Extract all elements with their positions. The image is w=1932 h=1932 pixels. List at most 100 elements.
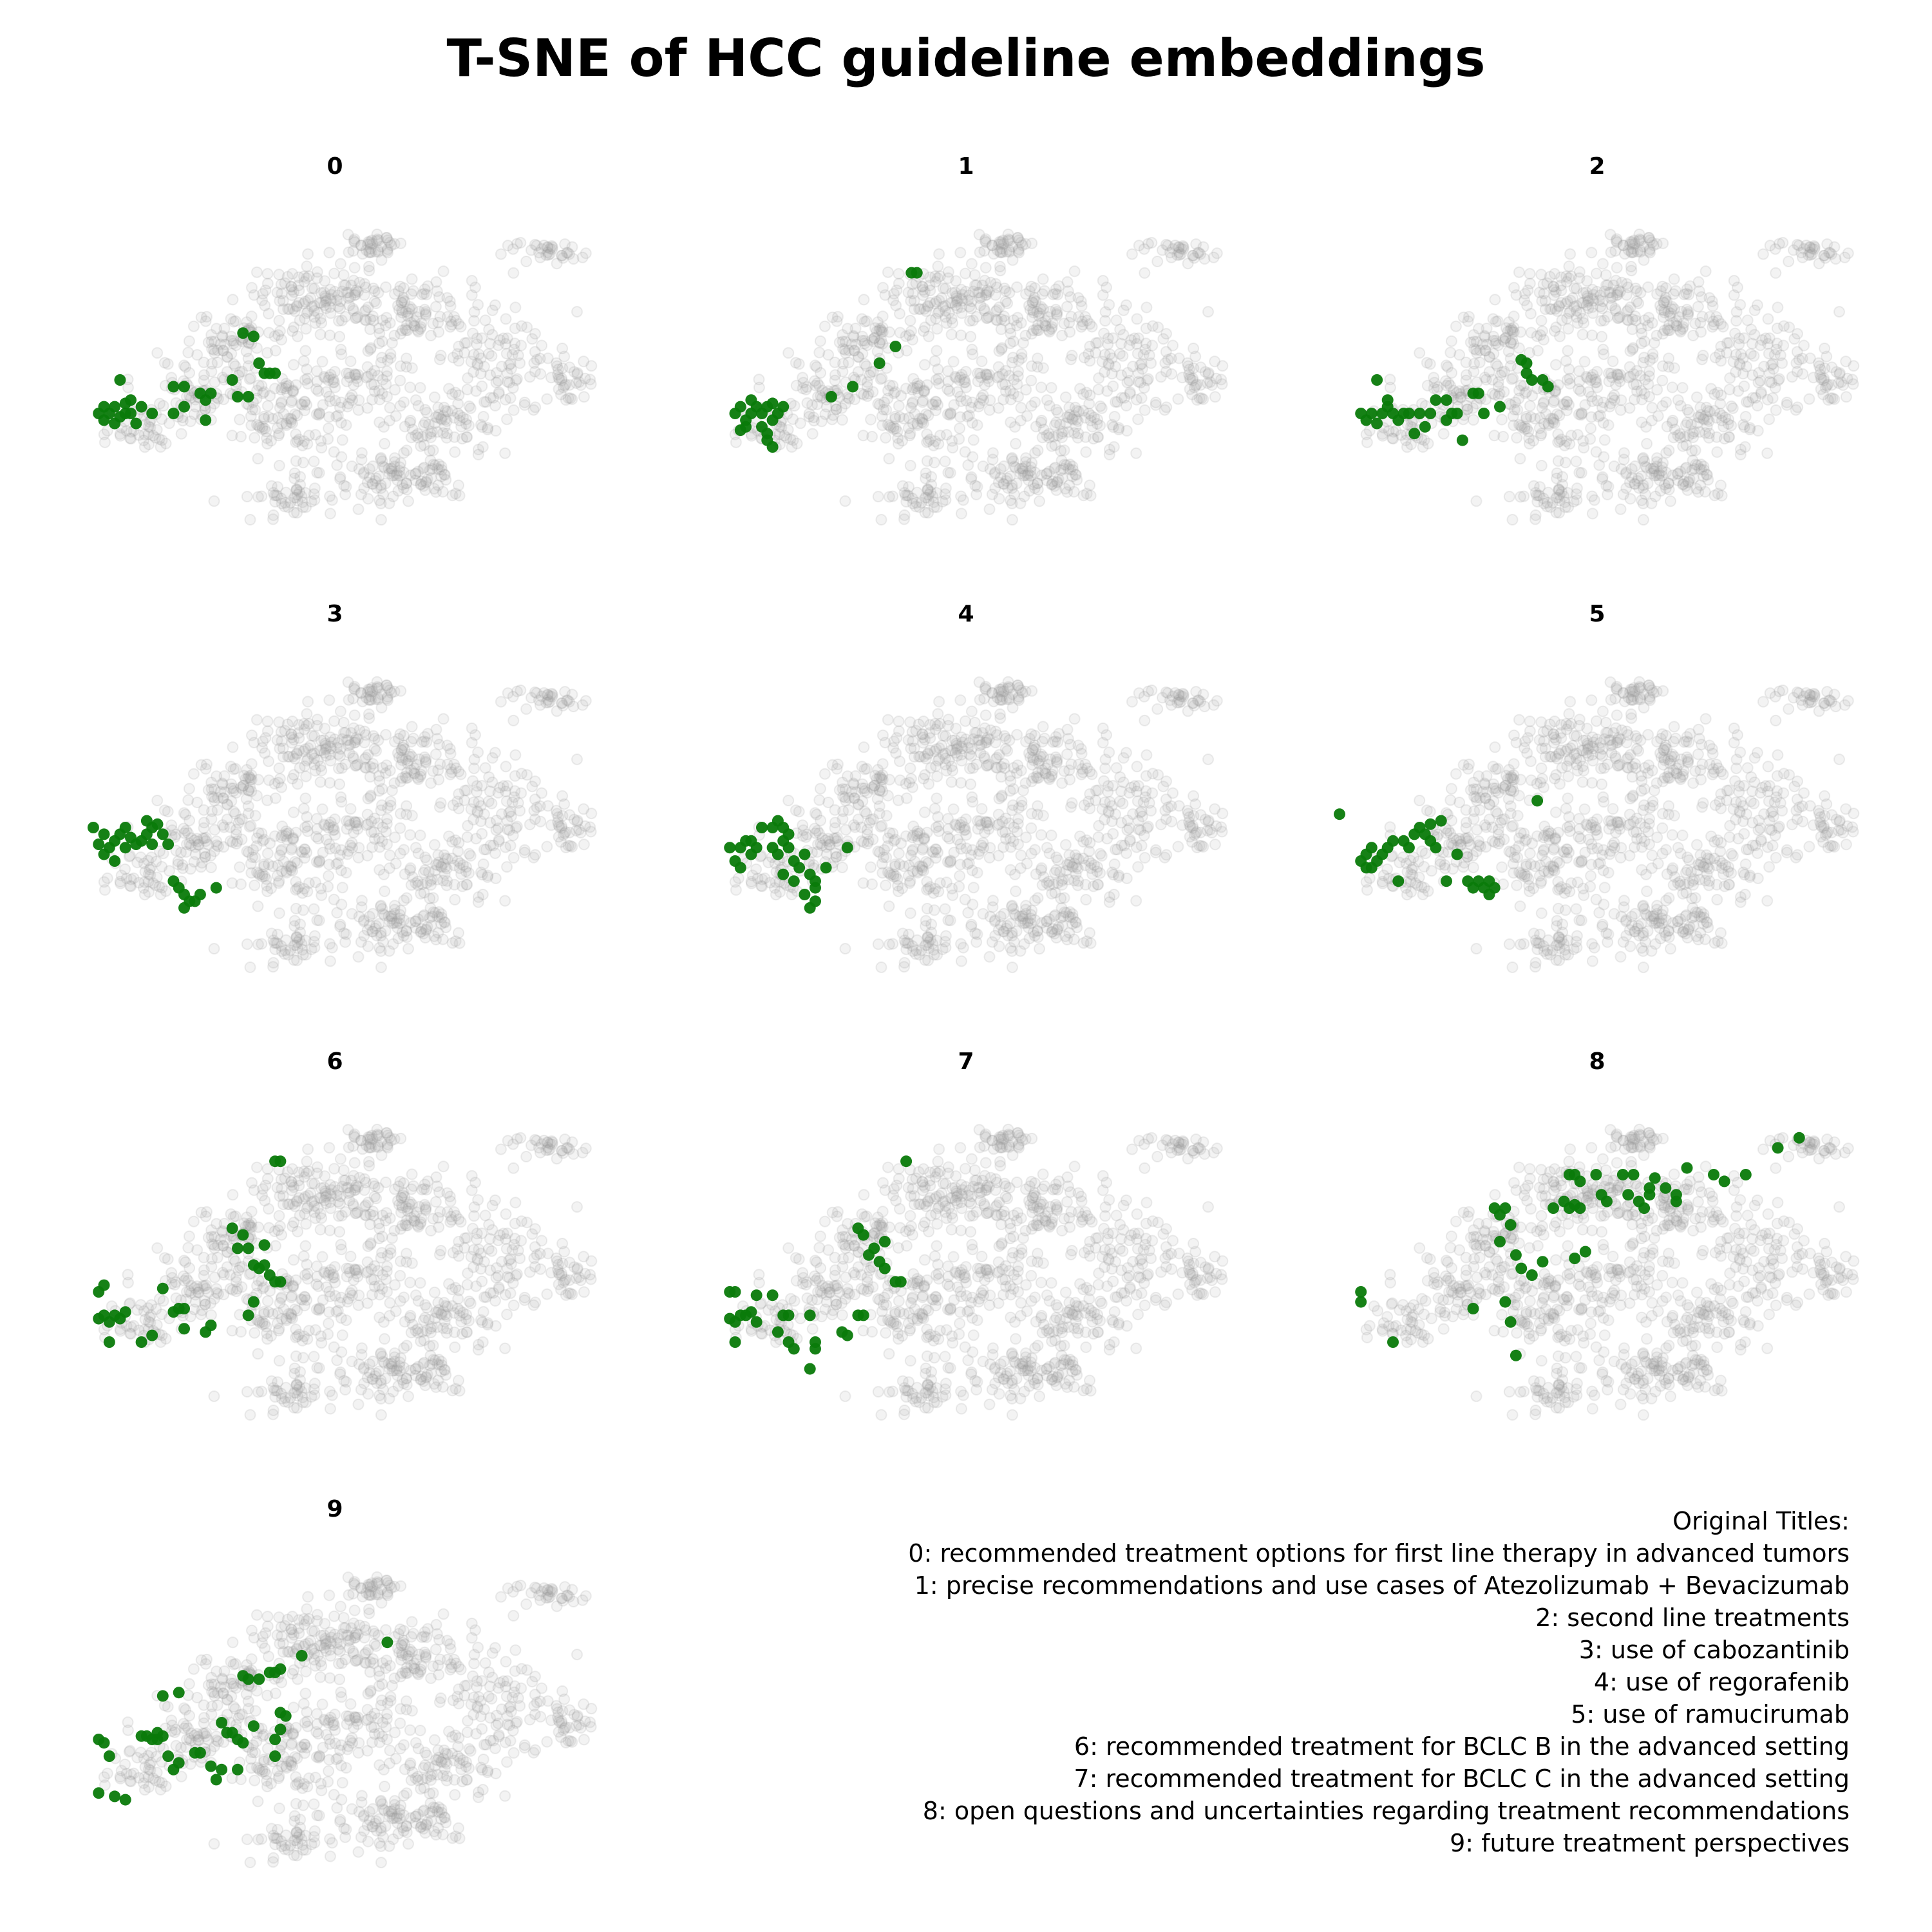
background-point: [1078, 799, 1090, 811]
background-point: [1006, 514, 1018, 526]
background-point: [493, 388, 505, 400]
background-point: [243, 373, 256, 385]
background-point: [486, 797, 498, 810]
highlight-point: [130, 417, 142, 430]
background-point: [427, 459, 439, 471]
background-point: [1166, 368, 1178, 380]
background-point: [928, 904, 940, 916]
background-point: [1524, 268, 1536, 280]
background-point: [294, 926, 307, 938]
highlight-point: [178, 381, 190, 393]
background-point: [837, 357, 849, 370]
background-point: [478, 361, 490, 373]
background-point: [289, 305, 301, 317]
background-point: [256, 423, 269, 435]
background-point: [1147, 320, 1159, 332]
background-point: [987, 895, 999, 907]
background-point: [969, 717, 981, 728]
background-point: [955, 740, 967, 752]
background-point: [420, 309, 432, 321]
background-point: [430, 276, 442, 288]
background-point: [1637, 497, 1649, 509]
background-point: [507, 267, 520, 279]
background-point: [404, 469, 417, 481]
background-point: [511, 238, 523, 250]
highlight-point: [162, 838, 175, 850]
background-point: [256, 294, 268, 307]
background-point: [1547, 412, 1559, 424]
background-point: [462, 372, 474, 384]
background-point: [400, 306, 412, 318]
background-point: [462, 820, 474, 832]
background-point: [1027, 325, 1039, 336]
background-point: [336, 882, 348, 894]
background-point: [383, 468, 395, 480]
background-point: [375, 701, 388, 714]
background-point: [412, 466, 424, 478]
background-point: [893, 886, 904, 898]
background-point: [340, 867, 352, 879]
background-point: [314, 776, 327, 788]
background-point: [1032, 361, 1043, 373]
background-point: [206, 805, 218, 817]
background-point: [201, 758, 213, 770]
background-point: [1530, 509, 1542, 521]
background-point: [956, 307, 968, 319]
background-point: [393, 303, 405, 316]
background-point: [345, 739, 357, 751]
background-point: [332, 857, 344, 869]
background-point: [538, 240, 550, 251]
background-point: [1061, 723, 1074, 735]
background-point: [472, 299, 484, 311]
background-point: [473, 348, 485, 361]
background-point: [992, 924, 1005, 936]
background-point: [1737, 368, 1749, 380]
background-point: [1536, 402, 1548, 414]
background-point: [363, 471, 375, 484]
highlight-point: [1515, 354, 1528, 366]
background-point: [403, 303, 415, 315]
background-point: [1134, 359, 1146, 371]
background-point: [430, 486, 442, 498]
background-point: [311, 914, 323, 926]
background-point: [316, 803, 328, 815]
background-point: [1032, 925, 1043, 937]
background-point: [261, 268, 274, 280]
background-point: [1519, 294, 1530, 307]
background-point: [395, 296, 408, 308]
background-point: [1492, 360, 1504, 372]
background-point: [271, 870, 283, 882]
background-point: [1040, 768, 1052, 780]
background-point: [1712, 488, 1724, 500]
background-point: [316, 317, 328, 329]
background-point: [883, 900, 895, 913]
background-point: [201, 310, 213, 323]
background-point: [350, 312, 361, 325]
background-point: [1004, 322, 1016, 334]
background-point: [119, 863, 131, 875]
background-point: [1110, 762, 1122, 774]
background-point: [199, 851, 211, 863]
background-point: [410, 468, 422, 480]
background-point: [1047, 289, 1059, 301]
background-point: [959, 893, 971, 905]
background-point: [1499, 332, 1511, 345]
background-point: [419, 484, 431, 497]
background-point: [278, 948, 290, 960]
background-point: [319, 296, 332, 308]
background-point: [994, 463, 1007, 475]
background-point: [872, 846, 884, 857]
background-point: [302, 305, 314, 317]
background-point: [1450, 320, 1462, 332]
background-point: [930, 404, 942, 417]
background-point: [1075, 321, 1088, 333]
background-point: [1115, 337, 1127, 350]
background-point: [1470, 344, 1482, 356]
background-point: [379, 462, 390, 474]
background-point: [1387, 433, 1399, 445]
background-point: [933, 696, 945, 708]
background-point: [406, 273, 418, 285]
background-point: [868, 332, 880, 345]
highlight-point: [766, 414, 779, 426]
background-point: [502, 240, 514, 252]
